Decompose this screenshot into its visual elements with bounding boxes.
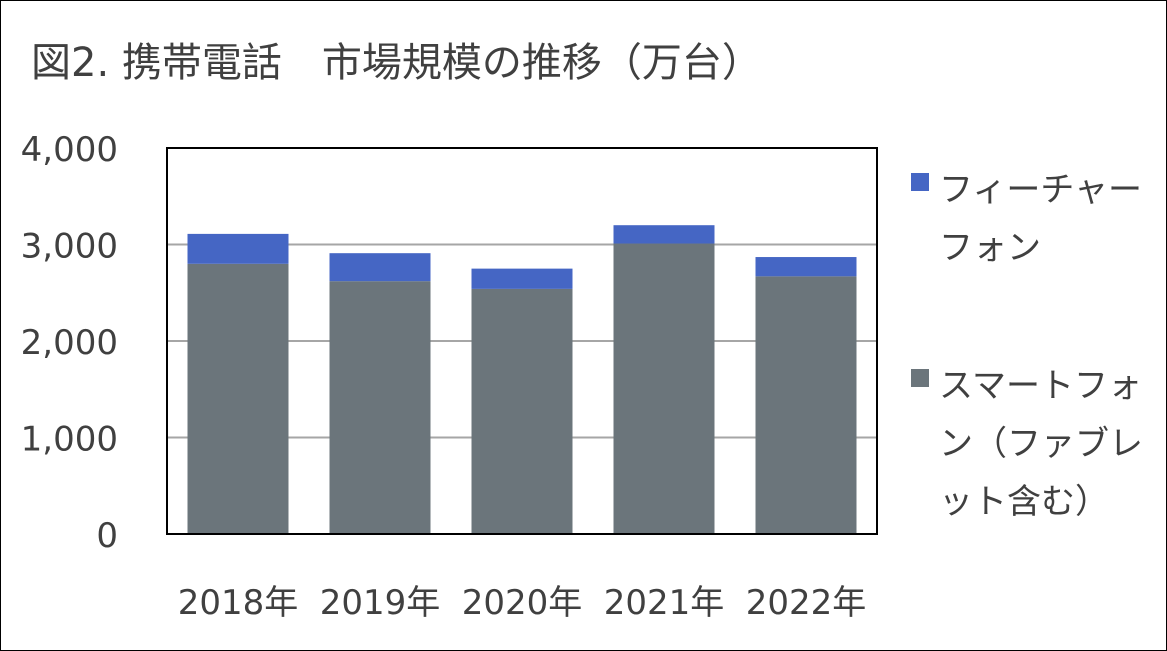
bar-feature-phone [471, 268, 573, 289]
bars [187, 225, 857, 534]
y-tick-label: 2,000 [21, 323, 118, 363]
bar-smartphone [187, 263, 289, 534]
y-tick-labels: 0 1,000 2,000 3,000 4,000 [21, 130, 118, 556]
x-tick-label: 2019年 [320, 583, 441, 623]
y-tick-label: 1,000 [21, 420, 118, 460]
bar-smartphone [755, 276, 857, 534]
bar-feature-phone [755, 257, 857, 277]
bar-feature-phone [187, 233, 289, 264]
plot-border [166, 147, 878, 535]
bar-feature-phone [329, 253, 431, 282]
legend-label-feature-phone: フィーチャーフォン [939, 170, 1142, 268]
x-tick-labels: 2018年 2019年 2020年 2021年 2022年 [178, 583, 867, 623]
legend-swatch-feature-phone [911, 173, 929, 191]
x-tick-label: 2020年 [462, 583, 583, 623]
legend-swatch-smartphone [911, 369, 929, 387]
x-tick-label: 2021年 [604, 583, 725, 623]
bar-smartphone [471, 288, 573, 534]
chart-title: 図2. 携帯電話 市場規模の推移（万台） [31, 40, 762, 86]
x-tick-label: 2022年 [746, 583, 867, 623]
bar-smartphone [613, 243, 715, 534]
bar-smartphone [329, 281, 431, 534]
bar-feature-phone [613, 225, 715, 244]
y-tick-label: 0 [96, 516, 118, 556]
legend-label-smartphone: スマートフォン（ファブレット含む） [939, 366, 1143, 522]
x-tick-label: 2018年 [178, 583, 299, 623]
y-tick-label: 4,000 [21, 130, 118, 170]
y-tick-label: 3,000 [21, 227, 118, 267]
